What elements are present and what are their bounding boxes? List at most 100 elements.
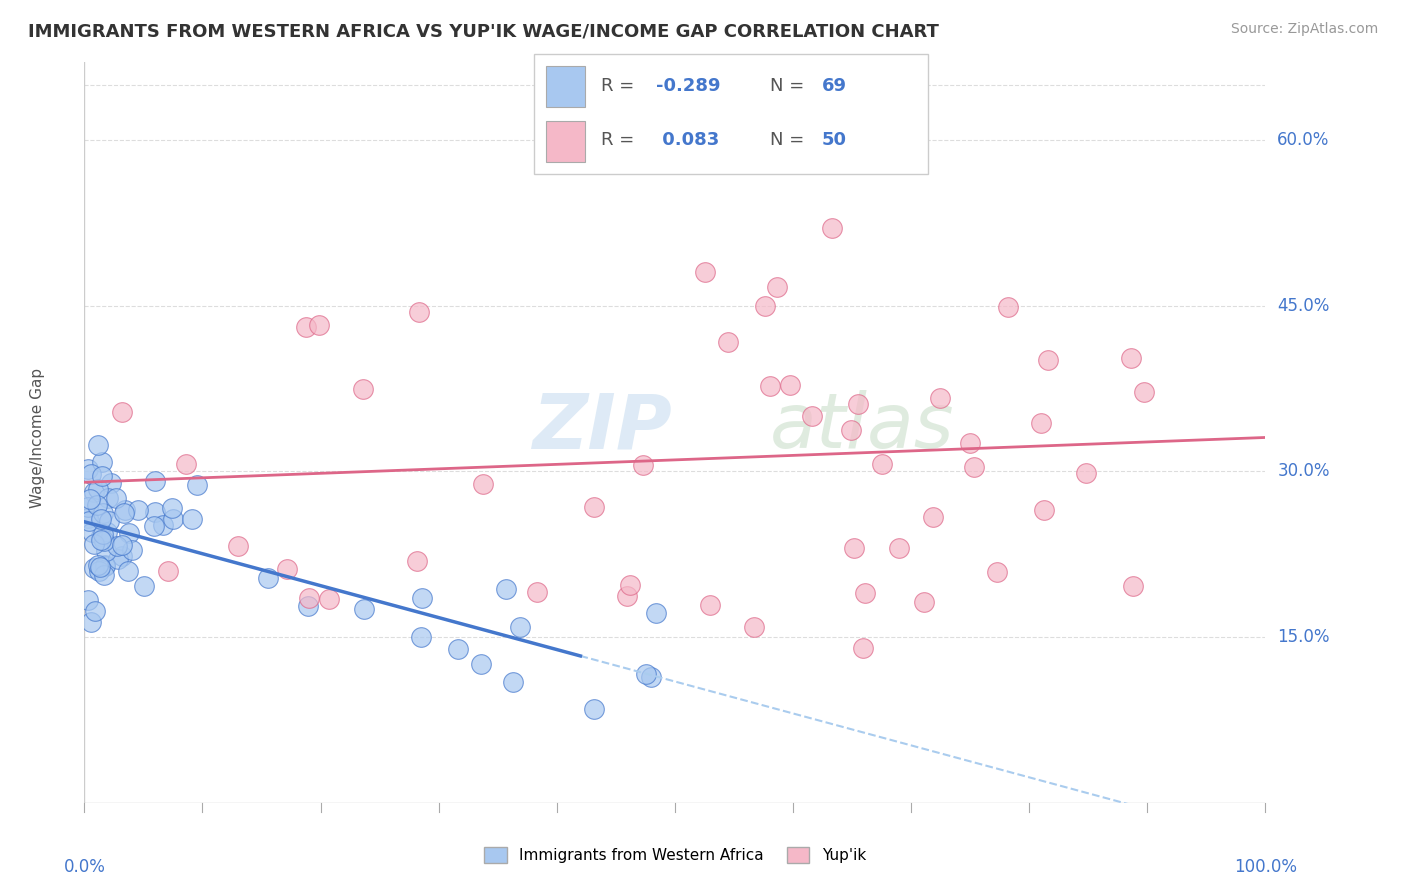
Text: 69: 69 [821,77,846,95]
Point [93,568,115,582]
Point [997,300,1019,314]
Point [114,503,136,517]
Point [117,564,139,578]
Point [851,640,873,655]
Point [986,565,1008,579]
Point [93,534,115,549]
Point [766,279,789,293]
Point [779,378,801,392]
Point [94,558,117,573]
Point [959,435,981,450]
Point [297,599,319,613]
Text: Source: ZipAtlas.com: Source: ZipAtlas.com [1230,22,1378,37]
Point [447,642,470,657]
Point [143,518,166,533]
Point [157,564,180,578]
Point [821,221,844,235]
Point [84,604,107,618]
Text: 60.0%: 60.0% [1277,131,1330,149]
Bar [546,66,585,106]
Point [152,518,174,533]
Point [582,500,605,515]
Point [472,477,495,491]
Point [759,379,782,393]
Point [509,620,531,634]
Point [1133,385,1156,400]
Point [87,482,110,496]
Point [495,582,517,597]
Point [80,467,103,482]
Point [502,674,524,689]
Point [695,265,717,279]
Point [107,551,129,566]
Point [800,409,823,424]
Text: 0.083: 0.083 [657,131,720,149]
Text: 50: 50 [821,131,846,149]
Point [1119,351,1142,365]
Point [77,500,100,514]
Point [127,502,149,516]
Point [143,474,166,488]
Point [176,458,198,472]
Point [616,589,638,603]
Point [408,305,430,319]
Point [583,702,606,716]
Point [887,541,910,556]
Point [91,506,114,520]
Point [134,579,156,593]
Point [80,525,103,540]
Point [105,540,128,554]
Point [717,334,740,349]
Point [353,602,375,616]
Point [77,462,100,476]
Point [181,511,204,525]
Point [94,559,117,574]
Text: N =: N = [770,77,804,95]
Point [411,630,433,644]
Point [842,541,865,555]
Point [87,564,110,578]
Point [1074,467,1097,481]
Point [100,476,122,491]
Text: IMMIGRANTS FROM WESTERN AFRICA VS YUP'IK WAGE/INCOME GAP CORRELATION CHART: IMMIGRANTS FROM WESTERN AFRICA VS YUP'IK… [28,22,939,40]
Point [112,506,135,520]
Point [90,529,112,543]
Point [640,670,662,684]
Point [1029,416,1052,430]
Point [1033,503,1056,517]
Text: R =: R = [602,131,634,149]
Point [308,318,330,332]
Point [276,562,298,576]
Point [91,454,114,468]
Text: 15.0%: 15.0% [1277,628,1330,646]
Point [143,506,166,520]
Point [104,491,127,505]
Point [411,591,433,605]
Point [111,549,134,564]
Text: atlas: atlas [769,390,953,464]
Point [912,595,935,609]
Point [87,438,110,452]
Point [90,533,112,548]
Point [295,320,318,334]
Point [963,460,986,475]
Point [1121,579,1143,593]
Point [86,498,108,512]
Point [89,560,111,574]
Point [80,615,103,629]
Text: N =: N = [770,131,804,149]
Point [162,511,184,525]
Point [96,543,118,558]
Point [121,542,143,557]
Point [91,469,114,483]
Text: ZIP: ZIP [533,390,673,464]
Text: 100.0%: 100.0% [1234,858,1296,876]
Point [90,512,112,526]
Point [470,657,492,672]
Point [853,586,876,600]
Point [77,511,100,525]
Point [318,591,340,606]
Point [91,527,114,541]
Text: 0.0%: 0.0% [63,858,105,876]
Point [83,561,105,575]
